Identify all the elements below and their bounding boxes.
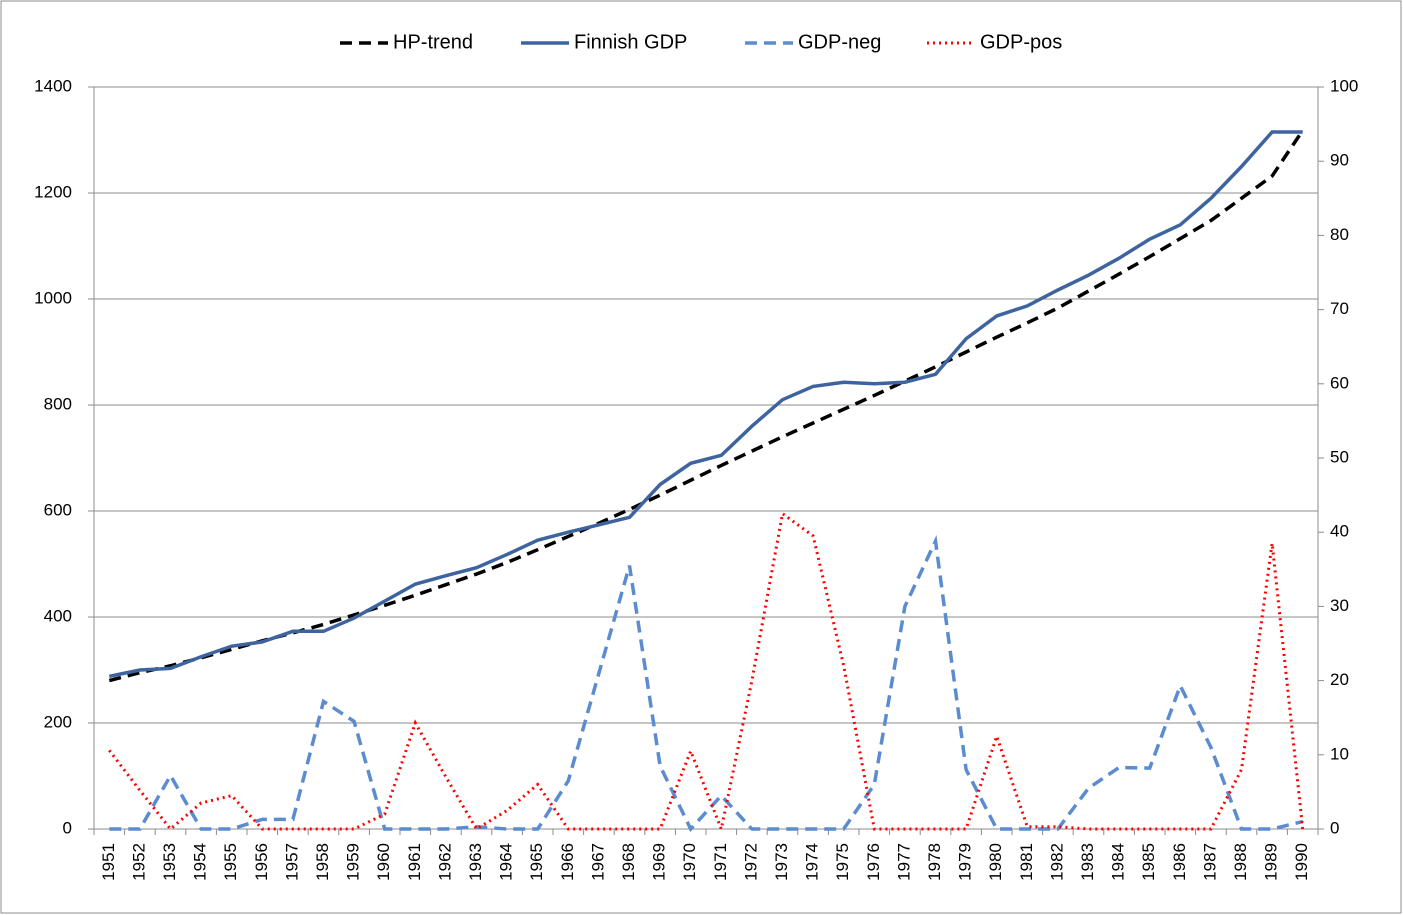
legend-label: HP-trend	[393, 31, 473, 53]
x-tick-label: 1977	[894, 843, 913, 881]
legend-label: GDP-pos	[980, 31, 1062, 53]
x-tick-label: 1978	[925, 843, 944, 881]
y-tick-label: 400	[44, 606, 72, 625]
x-tick-label: 1972	[741, 843, 760, 881]
x-tick-label: 1956	[252, 843, 271, 881]
y-tick-label: 800	[44, 394, 72, 413]
x-tick-label: 1987	[1200, 843, 1219, 881]
x-tick-label: 1981	[1017, 843, 1036, 881]
x-tick-label: 1957	[282, 843, 301, 881]
x-tick-label: 1953	[160, 843, 179, 881]
x-tick-label: 1963	[466, 843, 485, 881]
x-tick-label: 1984	[1109, 843, 1128, 881]
x-tick-label: 1955	[221, 843, 240, 881]
x-tick-label: 1990	[1292, 843, 1311, 881]
series-line	[108, 129, 1305, 683]
x-tick-label: 1986	[1170, 843, 1189, 881]
x-tick-label: 1969	[650, 843, 669, 881]
x-tick-label: 1979	[956, 843, 975, 881]
x-tick-label: 1962	[435, 843, 454, 881]
x-tick-label: 1973	[772, 843, 791, 881]
y-tick-label: 1200	[34, 182, 72, 201]
x-tick-label: 1966	[558, 843, 577, 881]
legend-label: Finnish GDP	[574, 31, 687, 53]
x-tick-label: 1951	[99, 843, 118, 881]
y-tick-label: 200	[44, 712, 72, 731]
y2-tick-label: 30	[1330, 596, 1349, 615]
x-tick-label: 1985	[1139, 843, 1158, 881]
y2-tick-label: 80	[1330, 225, 1349, 244]
legend-label: GDP-neg	[798, 31, 881, 53]
y2-tick-label: 100	[1330, 76, 1358, 95]
y2-tick-label: 20	[1330, 670, 1349, 689]
series-line	[109, 534, 1304, 833]
y2-tick-label: 60	[1330, 373, 1349, 392]
x-tick-label: 1988	[1231, 843, 1250, 881]
y2-tick-label: 40	[1330, 522, 1349, 541]
x-tick-label: 1980	[986, 843, 1005, 881]
x-tick-label: 1958	[313, 843, 332, 881]
x-tick-label: 1970	[680, 843, 699, 881]
x-tick-label: 1954	[191, 843, 210, 881]
series-line	[108, 130, 1303, 679]
x-tick-label: 1976	[864, 843, 883, 881]
y-tick-label: 600	[44, 500, 72, 519]
y2-tick-label: 50	[1330, 447, 1349, 466]
x-tick-label: 1964	[497, 843, 516, 881]
y2-tick-label: 0	[1330, 818, 1339, 837]
y-tick-label: 1400	[34, 76, 72, 95]
x-tick-label: 1967	[588, 843, 607, 881]
x-tick-label: 1971	[711, 843, 730, 881]
y2-tick-label: 70	[1330, 299, 1349, 318]
y-tick-label: 0	[63, 818, 72, 837]
x-tick-label: 1983	[1078, 843, 1097, 881]
legend: HP-trend Finnish GDP GDP-neg GDP-pos	[340, 31, 1062, 53]
y2-tick-label: 10	[1330, 744, 1349, 763]
x-tick-label: 1989	[1262, 843, 1281, 881]
x-tick-label: 1968	[619, 843, 638, 881]
x-tick-label: 1960	[374, 843, 393, 881]
x-tick-label: 1965	[527, 843, 546, 881]
y-tick-label: 1000	[34, 288, 72, 307]
x-tick-label: 1959	[344, 843, 363, 881]
x-tick-label: 1982	[1047, 843, 1066, 881]
x-tick-label: 1975	[833, 843, 852, 881]
x-tick-label: 1961	[405, 843, 424, 881]
y2-tick-label: 90	[1330, 151, 1349, 170]
x-tick-label: 1974	[803, 843, 822, 881]
x-tick-label: 1952	[129, 843, 148, 881]
